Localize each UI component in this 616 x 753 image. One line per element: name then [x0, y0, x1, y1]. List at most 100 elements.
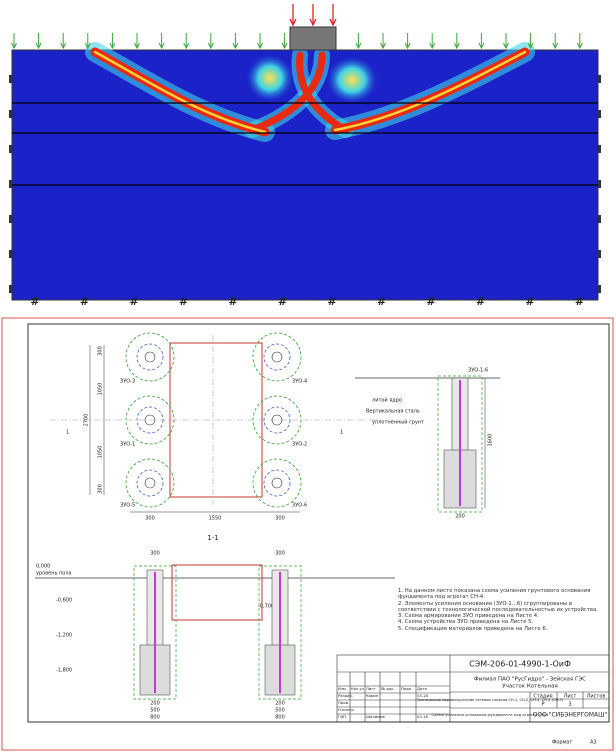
support: #: [377, 295, 386, 308]
dimension: 200: [150, 701, 160, 707]
note: 5. Спецификация материалов приведена на …: [398, 625, 548, 632]
stage: Р: [541, 702, 544, 708]
notes: 1. На данном листе показана схема усилен…: [398, 588, 598, 632]
arrow-head: [527, 42, 534, 50]
note: 3. Схема армирования ЗУО приведена на Ли…: [398, 613, 539, 620]
arrow-head: [453, 42, 460, 50]
arrow-head: [232, 42, 239, 50]
support: [598, 145, 601, 153]
compaction-zone: [125, 332, 175, 382]
support: #: [278, 295, 287, 308]
dimension: 2700: [84, 414, 90, 427]
dimension: 300: [275, 551, 285, 557]
arrow-head: [84, 42, 91, 50]
stress-spot: [326, 56, 378, 104]
dimension: 1050: [98, 383, 104, 396]
pile-zone: [136, 343, 164, 371]
pile-label: ЗУО-4: [292, 379, 307, 385]
support: [598, 110, 601, 118]
col-header: Дата: [417, 686, 427, 691]
date: 03.18: [417, 693, 428, 698]
arrow-head: [429, 42, 436, 50]
pile: [144, 351, 156, 363]
support: [9, 145, 12, 153]
role: ГИП: [338, 714, 346, 719]
dimension: 500: [150, 708, 160, 714]
compaction-zone: [252, 395, 302, 445]
title-block: [336, 654, 610, 723]
compaction-zone: [437, 375, 483, 513]
load-block: [289, 26, 337, 51]
pile-label: ЗУО-2: [292, 442, 307, 448]
col-header: Кол.уч: [351, 686, 364, 691]
pile-detail: ЗУО-1-6 литой ядро Вертикальная сталь уп…: [355, 368, 500, 520]
col-header: Изм.: [338, 686, 347, 691]
company: ООО "СИБЭНЕРГОМАШ": [533, 712, 608, 719]
pile-zone: [136, 406, 164, 434]
stage-header: Листов: [587, 694, 606, 700]
person: Корин: [366, 693, 379, 698]
dimension: 1550: [209, 516, 222, 522]
dimension: 1050: [98, 446, 104, 459]
arrow-head: [329, 18, 337, 27]
person: Шалимов: [366, 714, 385, 719]
col-header: № док.: [381, 686, 395, 691]
compaction-zone: [125, 458, 175, 508]
arrow-head: [289, 18, 297, 27]
arrow-head: [309, 18, 317, 27]
stage-header: Стадия: [533, 694, 552, 700]
dimension: 300: [275, 516, 285, 522]
pile: [271, 351, 283, 363]
arrow-head: [576, 42, 583, 50]
compaction-zone: [125, 395, 175, 445]
level: 0,000: [36, 564, 50, 570]
dimension: 300: [145, 516, 155, 522]
stress-spot: [246, 54, 294, 102]
stress-bands: [85, 42, 535, 142]
dimension: 800: [150, 715, 160, 721]
foundation-outline: [171, 564, 263, 621]
dimension: 300: [98, 346, 104, 356]
col-header: Подп.: [401, 686, 413, 691]
format: А3: [590, 740, 597, 746]
fem-plot: # # # # # # # # # # # #: [9, 4, 601, 308]
inner-frame: [27, 323, 610, 723]
arrow-head: [257, 42, 263, 50]
compaction-zone: [133, 565, 177, 700]
role: Разраб.: [338, 693, 353, 698]
pile-label: ЗУО-5: [120, 503, 135, 509]
pile-label: ЗУО-1: [120, 442, 135, 448]
pile-zone: [263, 343, 291, 371]
dimension: 300: [150, 551, 160, 557]
section-view: 1-1 0,000 уровень пола -0,600 -1,200 -1,…: [35, 534, 395, 721]
support: #: [575, 295, 584, 308]
dimension: 1600: [488, 434, 494, 447]
callout: уплотненный грунт: [372, 419, 424, 426]
pile-zone: [263, 469, 291, 497]
dimension: 800: [275, 715, 285, 721]
pile-zone: [136, 469, 164, 497]
support: [9, 215, 12, 223]
arrow-head: [11, 42, 17, 50]
organization: Филиал ПАО "РусГидро" - Зейская ГЭС: [474, 676, 586, 683]
arrow-head: [60, 42, 67, 50]
callout: Вертикальная сталь: [366, 409, 420, 415]
note: 2. Элементы усиления основания (ЗУО-1...…: [398, 600, 598, 613]
detail-title: ЗУО-1-6: [468, 368, 488, 374]
support: #: [476, 295, 485, 308]
support: #: [129, 295, 138, 308]
pile-label: ЗУО-3: [120, 379, 135, 385]
support: #: [30, 295, 39, 308]
sheet-title: Схема усиления основания фундамента под …: [432, 712, 550, 717]
support: [598, 285, 601, 293]
section-mark: 1: [340, 430, 343, 436]
note: 1. На данном листе показана схема усилен…: [398, 588, 591, 601]
arrow-head: [355, 42, 362, 50]
stage-header: Лист: [564, 694, 577, 700]
support: [598, 75, 601, 83]
compaction-zone: [258, 565, 302, 700]
sheet-border: [1, 317, 614, 751]
role: Пров.: [338, 700, 349, 705]
arrow-head: [404, 42, 411, 50]
arrow-head: [281, 42, 288, 50]
